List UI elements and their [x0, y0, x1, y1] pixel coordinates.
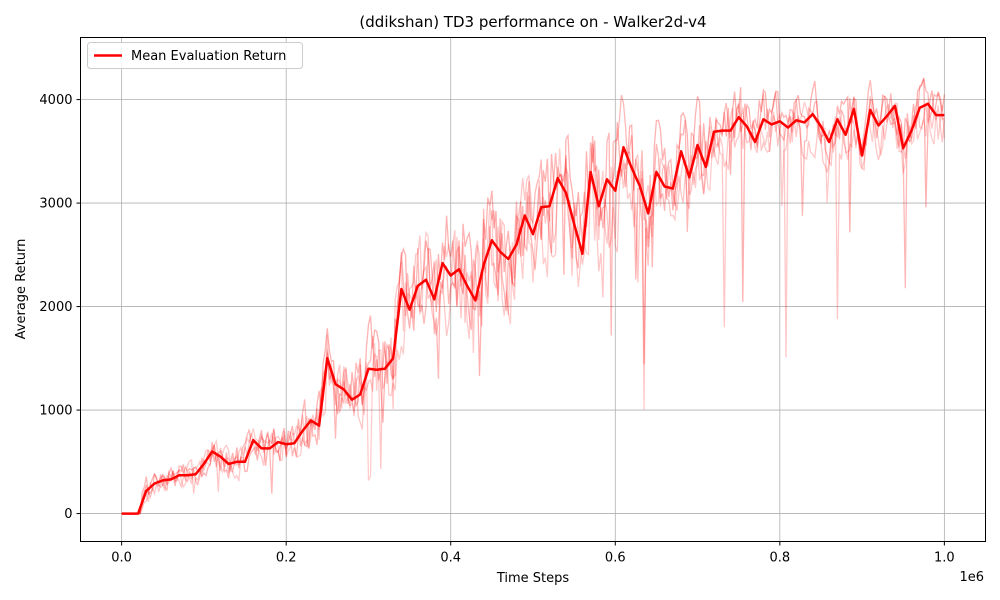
x-tick-label: 1.0	[934, 551, 955, 566]
legend: Mean Evaluation Return	[87, 42, 303, 69]
mean-evaluation-return-line	[121, 102, 945, 515]
mean-series	[121, 102, 945, 515]
individual-run-line	[121, 101, 946, 515]
y-axis-ticks: 0 1000 2000 3000 4000	[39, 93, 81, 522]
y-tick-label: 3000	[39, 197, 72, 212]
x-axis-offset-label: 1e6	[959, 570, 984, 585]
legend-label: Mean Evaluation Return	[131, 49, 286, 64]
x-tick-label: 0.6	[605, 551, 626, 566]
y-tick-label: 0	[64, 507, 72, 522]
individual-run-line	[121, 78, 945, 515]
y-tick-label: 1000	[39, 404, 72, 419]
y-tick-label: 2000	[39, 300, 72, 315]
y-axis-label: Average Return	[14, 239, 29, 340]
y-tick-label: 4000	[39, 93, 72, 108]
chart-title: (ddikshan) TD3 performance on - Walker2d…	[359, 13, 706, 31]
x-tick-label: 0.8	[769, 551, 790, 566]
grid-lines	[80, 37, 986, 542]
x-axis-ticks: 0.0 0.2 0.4 0.6 0.8 1.0	[111, 541, 955, 566]
x-axis-label: Time Steps	[496, 571, 570, 586]
x-tick-label: 0.2	[276, 551, 297, 566]
x-tick-label: 0.0	[111, 551, 132, 566]
individual-run-line	[121, 77, 946, 515]
legend-box	[87, 42, 303, 69]
x-tick-label: 0.4	[440, 551, 461, 566]
individual-runs	[121, 77, 946, 515]
plot-frame	[80, 37, 986, 542]
